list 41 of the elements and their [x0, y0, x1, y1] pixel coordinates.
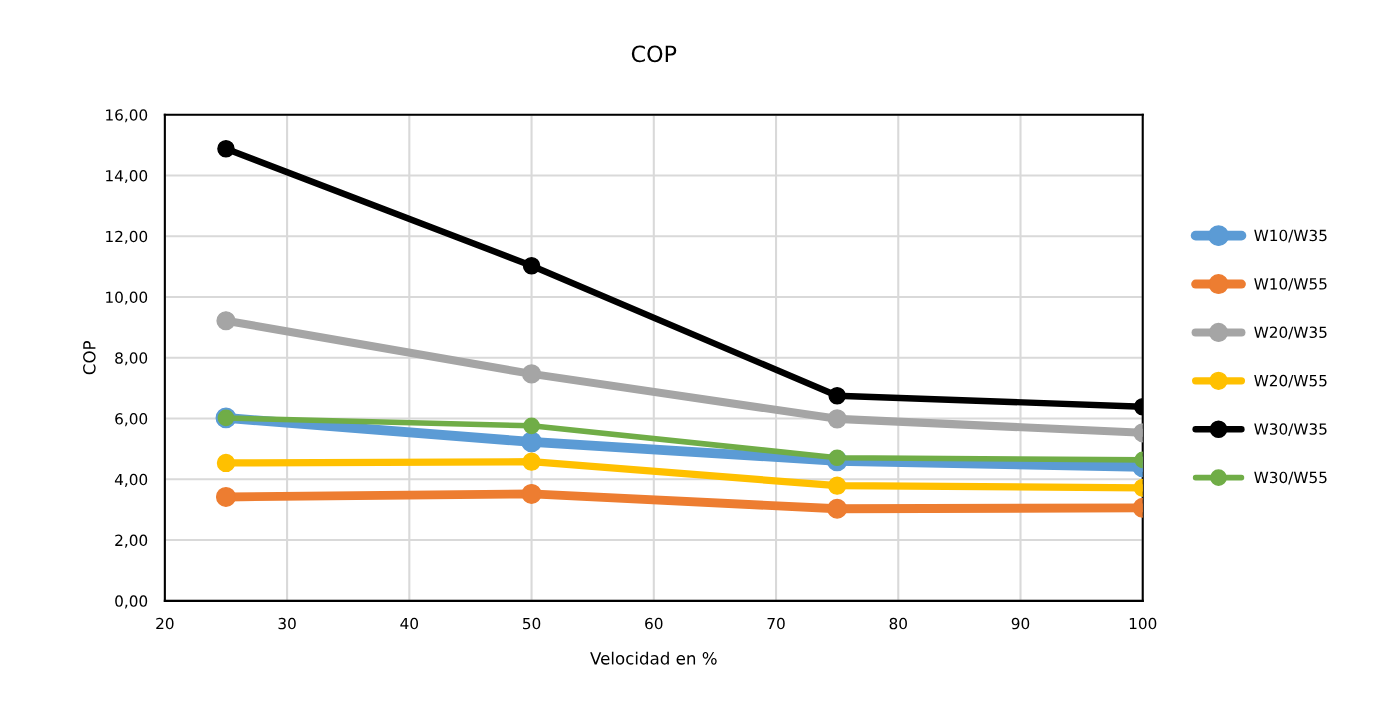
- point: [217, 139, 235, 158]
- point: [827, 409, 847, 429]
- point: [827, 476, 847, 495]
- y-tick-label: 4,00: [114, 473, 148, 487]
- point: [522, 452, 541, 471]
- legend-label: W20/W35: [1254, 326, 1327, 340]
- y-axis-title: COP: [83, 340, 96, 375]
- point: [216, 311, 236, 331]
- y-tick-label: 14,00: [106, 169, 148, 184]
- point: [523, 417, 540, 435]
- point: [828, 387, 846, 405]
- point: [521, 364, 542, 384]
- legend-label: W10/W35: [1254, 229, 1327, 243]
- x-tick-label: 40: [400, 617, 419, 630]
- y-tick-label: 12,00: [106, 230, 148, 244]
- x-tick-label: 80: [889, 617, 907, 630]
- legend-label: W30/W35: [1254, 423, 1327, 437]
- point: [521, 431, 542, 453]
- y-tick-label: 0,00: [115, 595, 148, 609]
- x-tick-label: 20: [156, 617, 174, 630]
- point: [215, 486, 236, 507]
- y-tick-label: 10,00: [106, 291, 148, 305]
- x-tick-label: 100: [1129, 617, 1157, 630]
- point: [522, 256, 541, 275]
- x-tick-label: 60: [645, 617, 663, 630]
- x-tick-label: 90: [1011, 617, 1030, 630]
- y-tick-label: 16,00: [106, 109, 148, 123]
- x-tick-label: 70: [767, 617, 785, 630]
- point: [828, 449, 846, 467]
- x-tick-label: 30: [278, 617, 296, 630]
- chart-title: COP: [631, 45, 677, 63]
- x-tick-label: 50: [523, 617, 541, 630]
- point: [521, 483, 542, 504]
- y-tick-label: 6,00: [115, 413, 148, 427]
- legend-label: W10/W55: [1254, 278, 1327, 291]
- legend-label: W30/W55: [1254, 471, 1327, 485]
- legend-label: W20/W55: [1254, 374, 1327, 388]
- y-tick-label: 8,00: [115, 352, 148, 366]
- x-axis-title: Velocidad en %: [590, 651, 717, 665]
- point: [216, 453, 236, 473]
- y-tick-label: 2,00: [115, 534, 148, 548]
